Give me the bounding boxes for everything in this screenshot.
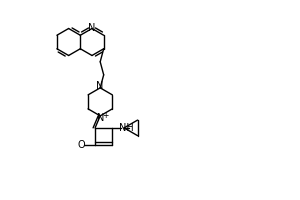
Text: O: O [77,140,85,150]
Text: N: N [97,113,104,123]
Text: N: N [95,81,103,91]
Text: N: N [88,23,96,33]
Text: NH: NH [119,123,134,133]
Text: +: + [102,111,108,120]
